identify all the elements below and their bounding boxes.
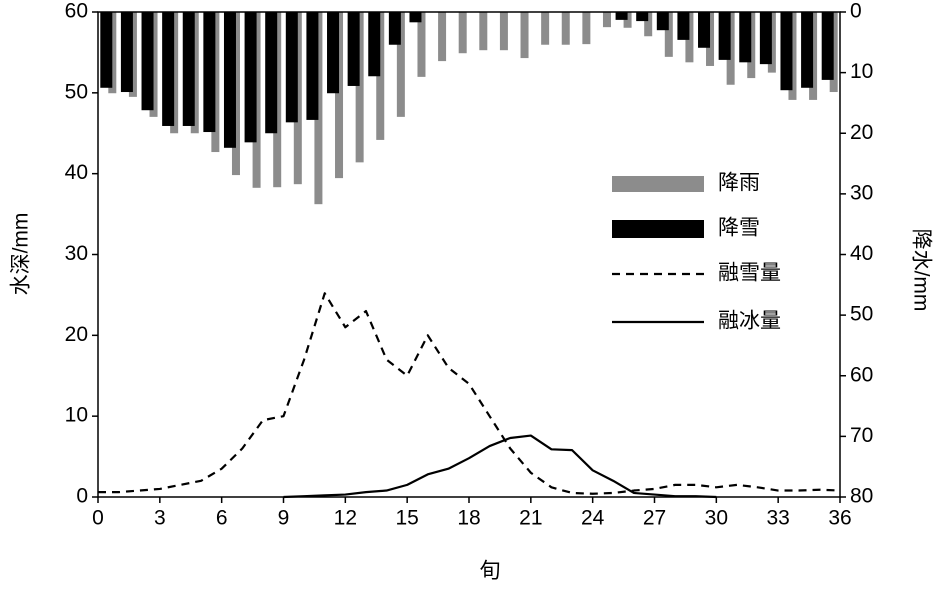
line bbox=[98, 292, 841, 495]
y-tick-label: 60 bbox=[65, 0, 88, 23]
bar bbox=[479, 12, 488, 51]
x-tick-label: 3 bbox=[154, 507, 166, 530]
y-axis-title: 水深/mm bbox=[10, 213, 33, 296]
x-tick-label: 6 bbox=[216, 507, 228, 530]
bar bbox=[438, 12, 447, 62]
bar bbox=[335, 12, 344, 179]
x-tick-label: 30 bbox=[705, 507, 728, 530]
y2-tick-label: 50 bbox=[850, 303, 873, 326]
legend-swatch bbox=[612, 176, 704, 192]
legend-swatch bbox=[612, 220, 704, 238]
bar bbox=[327, 12, 340, 94]
y2-tick-label: 0 bbox=[850, 0, 862, 23]
x-tick-label: 0 bbox=[92, 507, 104, 530]
bar bbox=[128, 12, 137, 97]
bar bbox=[120, 12, 133, 93]
y-tick-label: 30 bbox=[65, 242, 88, 265]
bar bbox=[409, 12, 422, 23]
y2-axis-title: 降水/mm bbox=[909, 229, 932, 312]
bar bbox=[561, 12, 570, 45]
bar bbox=[458, 12, 467, 54]
bar bbox=[100, 12, 113, 88]
bar bbox=[396, 12, 405, 117]
legend-label: 降雪 bbox=[718, 217, 760, 240]
bar bbox=[644, 12, 653, 37]
y2-tick-label: 60 bbox=[850, 363, 873, 386]
y2-tick-label: 10 bbox=[850, 60, 873, 83]
legend-label: 融雪量 bbox=[718, 262, 781, 285]
y2-tick-label: 40 bbox=[850, 242, 873, 265]
bar bbox=[636, 12, 649, 22]
bar bbox=[801, 12, 814, 88]
bar bbox=[602, 12, 611, 28]
bar bbox=[664, 12, 673, 57]
x-tick-label: 21 bbox=[519, 507, 542, 530]
bar bbox=[368, 12, 381, 77]
bar bbox=[677, 12, 690, 40]
bar bbox=[615, 12, 628, 20]
legend-label: 降雨 bbox=[718, 172, 760, 195]
bar bbox=[347, 12, 360, 86]
bar bbox=[141, 12, 154, 111]
x-tick-label: 27 bbox=[643, 507, 666, 530]
bar bbox=[388, 12, 401, 45]
bar bbox=[285, 12, 298, 123]
bar bbox=[203, 12, 216, 133]
y-tick-label: 50 bbox=[65, 80, 88, 103]
bar bbox=[759, 12, 772, 65]
y2-tick-label: 80 bbox=[850, 485, 873, 508]
x-axis-title: 旬 bbox=[480, 560, 501, 583]
legend-label: 融冰量 bbox=[718, 310, 781, 333]
y-tick-label: 20 bbox=[65, 323, 88, 346]
bar bbox=[417, 12, 426, 77]
x-tick-label: 36 bbox=[828, 507, 851, 530]
bar bbox=[780, 12, 793, 91]
y2-tick-label: 30 bbox=[850, 181, 873, 204]
y2-tick-label: 20 bbox=[850, 121, 873, 144]
bar bbox=[698, 12, 711, 48]
y-tick-label: 40 bbox=[65, 161, 88, 184]
x-tick-label: 33 bbox=[766, 507, 789, 530]
bar bbox=[821, 12, 834, 80]
bar bbox=[520, 12, 529, 59]
bar bbox=[656, 12, 669, 31]
bar bbox=[162, 12, 175, 126]
y2-tick-label: 70 bbox=[850, 424, 873, 447]
y-tick-label: 10 bbox=[65, 404, 88, 427]
bar bbox=[499, 12, 508, 51]
x-tick-label: 9 bbox=[278, 507, 290, 530]
bar bbox=[244, 12, 257, 143]
bar bbox=[739, 12, 752, 63]
x-tick-label: 18 bbox=[457, 507, 480, 530]
bar bbox=[582, 12, 591, 45]
bar bbox=[306, 12, 319, 120]
x-tick-label: 24 bbox=[581, 507, 605, 530]
bar bbox=[265, 12, 278, 134]
bar bbox=[541, 12, 550, 45]
bar bbox=[182, 12, 195, 126]
x-tick-label: 12 bbox=[334, 507, 357, 530]
line bbox=[283, 434, 717, 499]
bar bbox=[718, 12, 731, 60]
bar bbox=[223, 12, 236, 148]
y-tick-label: 0 bbox=[76, 485, 88, 508]
x-tick-label: 15 bbox=[395, 507, 418, 530]
bar bbox=[355, 12, 364, 163]
